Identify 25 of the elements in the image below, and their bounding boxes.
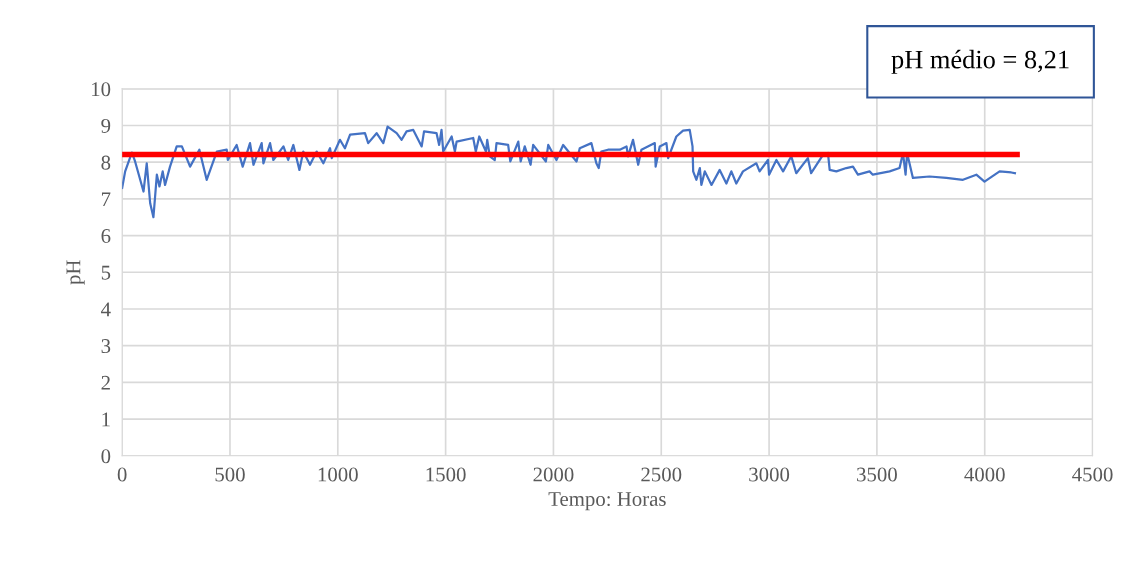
y-tick-label: 9 <box>101 118 111 133</box>
y-tick-label: 7 <box>101 192 111 207</box>
x-tick-label: 1000 <box>318 467 358 482</box>
y-tick-label: 5 <box>101 265 111 280</box>
y-tick-label: 6 <box>101 229 111 244</box>
x-axis-title: Tempo: Horas <box>548 492 666 511</box>
y-tick-label: 3 <box>101 339 111 354</box>
x-tick-label: 4500 <box>1072 467 1113 482</box>
x-tick-label: 0 <box>117 467 127 482</box>
text: pH médio = 8,21 <box>891 49 1069 74</box>
y-axis-title: pH <box>66 260 85 285</box>
y-tick-label: 1 <box>102 412 110 427</box>
line-series <box>122 125 1017 219</box>
x-tick-label: 500 <box>215 467 245 482</box>
x-tick-label: 3000 <box>749 467 790 482</box>
y-tick-label: 8 <box>101 155 111 170</box>
y-tick-label: 0 <box>101 449 111 464</box>
y-tick-label: 2 <box>101 375 110 390</box>
x-tick-label: 2500 <box>641 467 682 482</box>
x-tick-label: 4000 <box>964 467 1005 482</box>
y-tick-label: 4 <box>101 302 111 317</box>
y-tick-label: 10 <box>92 82 111 97</box>
x-tick-label: 2000 <box>533 467 574 482</box>
x-tick-label: 1500 <box>426 467 466 482</box>
x-tick-label: 3500 <box>857 467 897 482</box>
